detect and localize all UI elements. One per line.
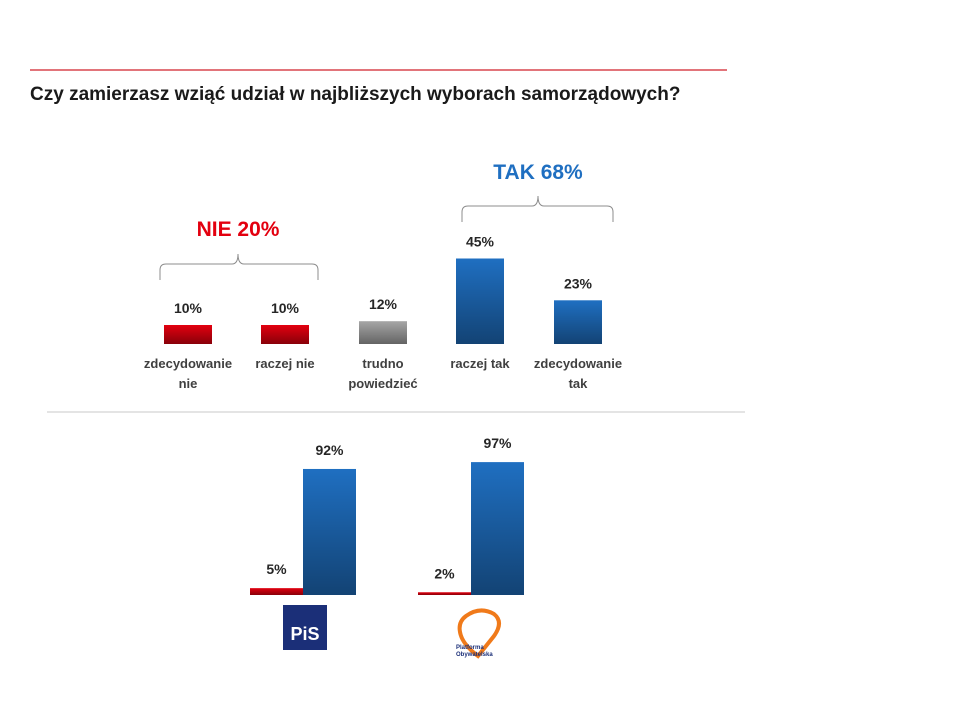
logo-text: PiS <box>290 624 319 644</box>
bar-shade <box>554 300 602 344</box>
value-label: 10% <box>174 300 203 316</box>
value-label: 45% <box>466 234 495 250</box>
bar-shade <box>359 321 407 344</box>
bracket <box>159 253 319 280</box>
bar-shade <box>456 258 504 344</box>
bar-shade <box>303 468 356 595</box>
value-label: 10% <box>271 300 300 316</box>
value-label: 12% <box>369 296 398 312</box>
bracket <box>461 195 614 222</box>
category-label: raczej nie <box>255 356 315 371</box>
po-logo <box>457 608 501 659</box>
category-label: raczej tak <box>450 356 510 371</box>
value-label: 92% <box>315 442 344 458</box>
category-label: trudno powiedzieć <box>348 356 418 391</box>
logo-text: Platforma Obywatelska <box>456 645 493 658</box>
value-label: 97% <box>483 435 512 451</box>
category-label: zdecydowanie tak <box>533 356 623 391</box>
bar-shade <box>471 462 524 595</box>
value-label: 2% <box>434 565 455 581</box>
bar-shade <box>164 325 212 344</box>
chart-title: Czy zamierzasz wziąć udział w najbliższy… <box>30 84 681 105</box>
value-label: 23% <box>564 275 593 291</box>
annotation: TAK 68% <box>493 161 583 184</box>
category-label: zdecydowanie nie <box>143 356 233 391</box>
bar-shade <box>418 592 471 595</box>
value-label: 5% <box>266 561 287 577</box>
bar-shade <box>250 588 303 595</box>
pis-logo <box>283 605 327 650</box>
bar-shade <box>261 325 309 344</box>
annotation: NIE 20% <box>197 218 280 241</box>
